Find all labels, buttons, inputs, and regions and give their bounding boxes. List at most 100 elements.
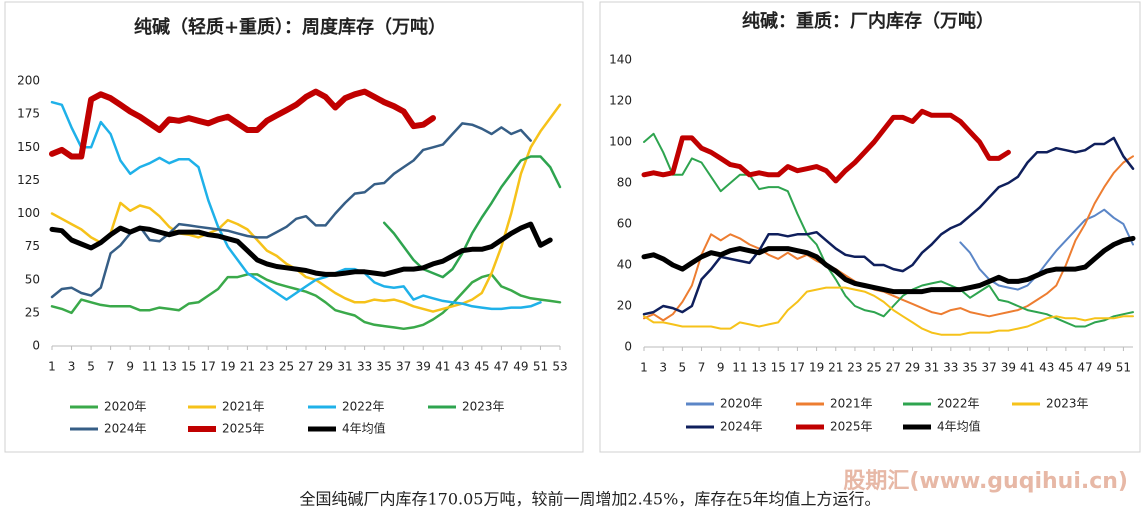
y-tick-label: 100	[609, 135, 632, 149]
x-tick-label: 1	[48, 360, 56, 374]
x-tick-label: 43	[1039, 361, 1054, 375]
x-tick-label: 1	[640, 361, 648, 375]
x-tick-label: 7	[698, 361, 706, 375]
legend-label: 2022年	[342, 400, 385, 414]
x-tick-label: 33	[943, 361, 958, 375]
x-tick-label: 39	[1001, 361, 1016, 375]
y-tick-label: 75	[25, 239, 40, 253]
x-tick-label: 5	[87, 360, 95, 374]
legend-label: 2025年	[222, 422, 265, 436]
x-tick-label: 49	[513, 360, 528, 374]
y-tick-label: 0	[624, 340, 632, 354]
legend-label: 4年均值	[342, 421, 386, 436]
legend-label: 2023年	[462, 400, 505, 414]
legend-label: 2025年	[830, 420, 873, 434]
chart-frame	[599, 1, 1141, 453]
x-tick-label: 35	[377, 360, 392, 374]
x-tick-label: 47	[1077, 361, 1092, 375]
x-tick-label: 49	[1097, 361, 1112, 375]
x-tick-label: 51	[533, 360, 548, 374]
x-tick-label: 19	[220, 360, 235, 374]
x-tick-label: 19	[809, 361, 824, 375]
x-tick-label: 29	[318, 360, 333, 374]
legend-label: 4年均值	[937, 419, 981, 434]
x-tick-label: 27	[298, 360, 313, 374]
y-tick-label: 200	[17, 74, 40, 88]
series-line	[642, 136, 1135, 316]
x-tick-label: 21	[828, 361, 843, 375]
x-tick-label: 45	[1058, 361, 1073, 375]
x-tick-label: 15	[771, 361, 786, 375]
legend-label: 2020年	[104, 400, 147, 414]
x-tick-label: 17	[790, 361, 805, 375]
series-line	[382, 155, 562, 279]
x-tick-label: 41	[435, 360, 450, 374]
x-tick-label: 7	[107, 360, 115, 374]
y-tick-label: 50	[25, 272, 40, 286]
chart-frame	[4, 1, 584, 453]
series-line	[641, 108, 1011, 184]
x-tick-label: 13	[162, 360, 177, 374]
series-line	[50, 273, 562, 331]
x-tick-label: 3	[68, 360, 76, 374]
legend-label: 2024年	[104, 422, 147, 436]
x-tick-label: 17	[201, 360, 216, 374]
x-tick-label: 31	[337, 360, 352, 374]
legend-label: 2023年	[1046, 397, 1089, 411]
y-tick-label: 0	[32, 339, 40, 353]
x-tick-label: 43	[455, 360, 470, 374]
series-line	[49, 88, 436, 160]
x-tick-label: 13	[751, 361, 766, 375]
y-tick-label: 100	[17, 206, 40, 220]
caption: 全国纯碱厂内库存170.05万吨，较前一周增加2.45%，库存在5年均值上方运行…	[300, 490, 881, 509]
x-tick-label: 5	[679, 361, 687, 375]
legend-label: 2021年	[222, 400, 265, 414]
x-tick-label: 37	[982, 361, 997, 375]
x-tick-label: 3	[659, 361, 667, 375]
x-tick-label: 33	[357, 360, 372, 374]
y-tick-label: 125	[17, 173, 40, 187]
x-tick-label: 11	[142, 360, 157, 374]
x-tick-label: 25	[866, 361, 881, 375]
legend-label: 2024年	[720, 420, 763, 434]
series-line	[643, 155, 1134, 322]
y-tick-label: 60	[617, 217, 632, 231]
legend-label: 2022年	[937, 397, 980, 411]
y-tick-label: 175	[17, 107, 40, 121]
x-tick-label: 35	[962, 361, 977, 375]
chart-title: 纯碱：重质：厂内库存（万吨）	[742, 10, 994, 32]
x-tick-label: 37	[396, 360, 411, 374]
x-tick-label: 23	[259, 360, 274, 374]
x-tick-label: 21	[240, 360, 255, 374]
x-tick-label: 15	[181, 360, 196, 374]
y-tick-label: 120	[609, 94, 632, 108]
chart-title: 纯碱（轻质+重质）：周度库存（万吨）	[134, 16, 446, 38]
y-tick-label: 150	[17, 140, 40, 154]
watermark: 股期汇(www.guqihui.cn)	[843, 469, 1128, 494]
x-tick-label: 53	[552, 360, 567, 374]
y-tick-label: 25	[25, 305, 40, 319]
legend-label: 2020年	[720, 397, 763, 411]
series-line	[50, 103, 562, 313]
series-line	[643, 132, 1134, 328]
x-tick-label: 45	[474, 360, 489, 374]
x-tick-label: 25	[279, 360, 294, 374]
x-tick-label: 9	[126, 360, 134, 374]
x-tick-label: 51	[1116, 361, 1131, 375]
series-line	[49, 221, 553, 277]
y-tick-label: 140	[609, 53, 632, 67]
series-line	[643, 286, 1134, 336]
x-tick-label: 11	[732, 361, 747, 375]
x-tick-label: 47	[494, 360, 509, 374]
x-tick-label: 27	[886, 361, 901, 375]
y-tick-label: 80	[617, 176, 632, 190]
x-tick-label: 39	[416, 360, 431, 374]
x-tick-label: 29	[905, 361, 920, 375]
x-tick-label: 9	[717, 361, 725, 375]
x-tick-label: 31	[924, 361, 939, 375]
series-line	[50, 100, 542, 311]
x-tick-label: 41	[1020, 361, 1035, 375]
series-line	[641, 235, 1136, 295]
legend-label: 2021年	[830, 397, 873, 411]
